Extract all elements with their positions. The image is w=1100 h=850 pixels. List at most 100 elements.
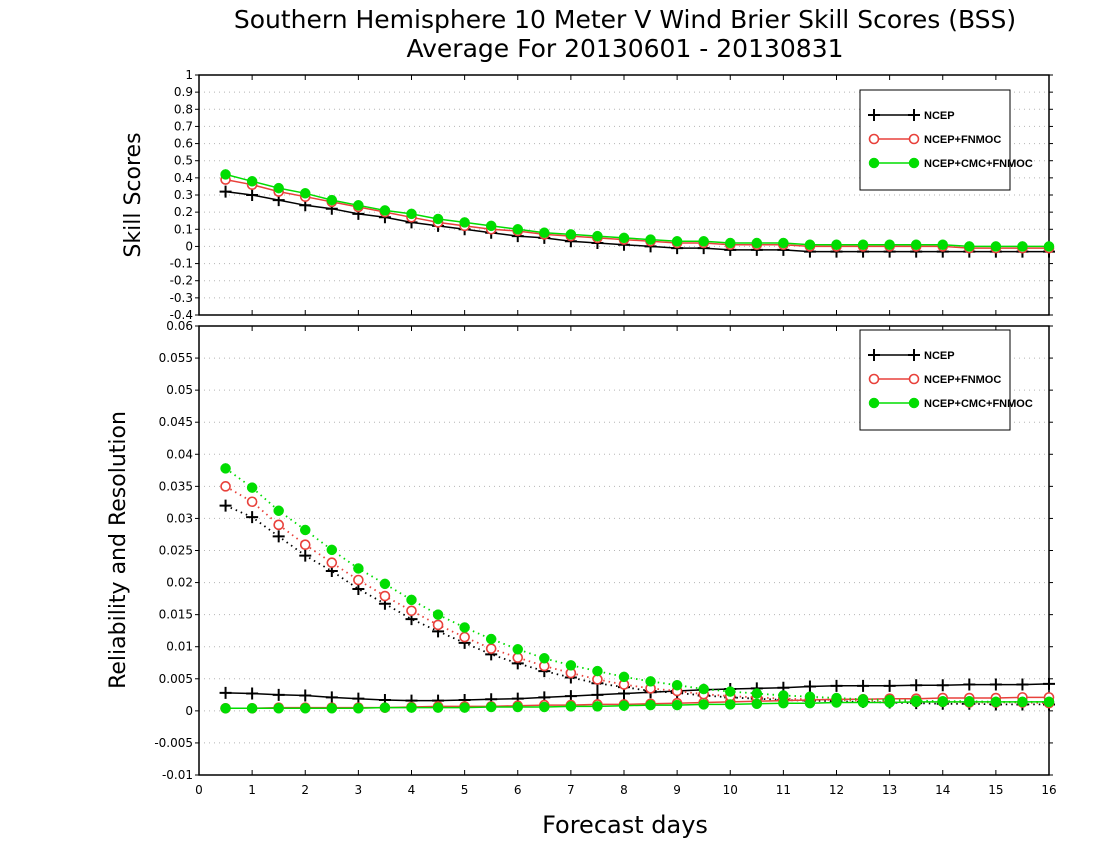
series-line — [225, 190, 1049, 253]
data-point-filled-circle — [565, 660, 577, 671]
data-point-filled-circle — [300, 188, 311, 199]
data-point-filled-circle — [671, 679, 683, 691]
x-tick-label: 13 — [882, 783, 897, 797]
y-tick-label: 0.5 — [174, 154, 193, 168]
y-tick-label: 0.9 — [174, 85, 193, 99]
series-ncep-cmc-fnmoc — [220, 169, 1055, 252]
data-point-filled-circle — [831, 692, 842, 704]
legend-item: NCEP+CMC+FNMOC — [868, 157, 1033, 170]
y-tick-label: 0.06 — [166, 319, 193, 333]
data-point-filled-circle — [406, 702, 417, 713]
series-line — [225, 504, 1049, 706]
data-point-filled-circle — [618, 671, 630, 683]
skill-scores-panel: -0.4 -0.3 -0.2 -0.1 0 0.1 0.2 0.3 0.4 0.5 0.6 0.7 0.… — [170, 68, 1055, 322]
data-point-filled-circle — [645, 234, 656, 245]
data-point-plus — [219, 185, 232, 198]
legend-label: NCEP+FNMOC — [924, 374, 1001, 386]
x-tick-label: 12 — [829, 783, 844, 797]
data-point-plus — [299, 549, 312, 562]
data-point-filled-circle — [910, 695, 922, 706]
data-point-filled-circle — [908, 157, 920, 169]
data-point-plus — [936, 679, 949, 692]
data-point-filled-circle — [246, 703, 258, 714]
data-point-filled-circle — [671, 236, 683, 247]
legend-box — [859, 329, 1011, 431]
legend-item: NCEP — [868, 109, 955, 122]
data-point-filled-circle — [406, 208, 417, 220]
data-point-filled-circle — [908, 397, 920, 409]
data-point-filled-circle — [868, 397, 880, 409]
legend-box — [859, 89, 1011, 191]
data-point-plus — [325, 691, 338, 704]
series-ncep-cmc-fnmoc-resolution — [220, 463, 1055, 708]
series-ncep-fnmoc-resolution — [220, 481, 1055, 709]
y-tick-label: -0.1 — [170, 257, 193, 271]
data-point-open-circle — [299, 539, 311, 551]
data-point-filled-circle — [300, 703, 311, 714]
data-point-filled-circle — [1017, 696, 1028, 708]
legend-label: NCEP+CMC+FNMOC — [924, 398, 1033, 410]
series-line — [225, 696, 1049, 710]
data-point-open-circle — [406, 605, 417, 617]
y-tick-label: 0.055 — [159, 351, 193, 365]
y-tick-label: 0.2 — [174, 205, 193, 219]
data-point-filled-circle — [273, 182, 284, 194]
legend-label: NCEP+CMC+FNMOC — [924, 158, 1033, 170]
data-point-plus — [1043, 677, 1055, 690]
data-point-filled-circle — [432, 213, 444, 225]
data-point-filled-circle — [592, 230, 603, 242]
y-tick-label: 0.035 — [159, 479, 193, 493]
data-point-plus — [989, 678, 1002, 691]
data-point-filled-circle — [273, 505, 284, 516]
data-point-filled-circle — [353, 200, 364, 211]
data-point-plus — [868, 349, 880, 361]
data-point-filled-circle — [432, 609, 444, 620]
data-point-filled-circle — [990, 241, 1002, 252]
data-point-filled-circle — [964, 695, 975, 707]
data-point-plus — [857, 679, 870, 692]
data-point-filled-circle — [725, 237, 736, 249]
data-point-plus — [591, 688, 604, 701]
data-point-filled-circle — [910, 239, 922, 250]
data-point-plus — [868, 109, 880, 121]
data-point-filled-circle — [485, 701, 497, 713]
data-point-filled-circle — [1043, 696, 1055, 708]
data-point-filled-circle — [459, 217, 470, 228]
data-point-filled-circle — [645, 676, 656, 687]
y-tick-label: 0.04 — [166, 447, 193, 461]
data-point-filled-circle — [618, 700, 630, 711]
data-point-filled-circle — [884, 694, 895, 706]
data-point-filled-circle — [592, 701, 603, 712]
data-point-open-circle — [868, 373, 880, 385]
data-point-filled-circle — [246, 482, 258, 493]
y-tick-label: 0.045 — [159, 415, 193, 429]
data-point-open-circle — [908, 373, 920, 385]
data-point-filled-circle — [868, 157, 880, 169]
data-point-filled-circle — [326, 703, 338, 714]
data-point-filled-circle — [353, 703, 364, 714]
data-point-filled-circle — [485, 220, 497, 232]
data-point-filled-circle — [459, 622, 470, 633]
data-point-filled-circle — [804, 691, 816, 702]
data-point-filled-circle — [804, 239, 816, 250]
data-point-filled-circle — [565, 701, 577, 712]
legend-label: NCEP — [924, 350, 955, 362]
y-tick-label: -0.3 — [170, 291, 193, 305]
data-point-filled-circle — [698, 236, 709, 247]
x-tick-label: 11 — [776, 783, 791, 797]
data-point-filled-circle — [485, 633, 497, 645]
data-point-open-circle — [353, 574, 364, 586]
data-point-filled-circle — [857, 239, 869, 250]
data-point-filled-circle — [512, 701, 523, 713]
data-point-open-circle — [379, 590, 391, 602]
legend-label: NCEP+FNMOC — [924, 134, 1001, 146]
data-point-filled-circle — [1017, 241, 1028, 252]
data-point-open-circle — [326, 557, 338, 568]
x-tick-label: 16 — [1041, 783, 1056, 797]
y-tick-label: 0.025 — [159, 544, 193, 558]
y-tick-label: 0.7 — [174, 119, 193, 133]
data-point-open-circle — [432, 619, 444, 631]
data-point-filled-circle — [778, 237, 789, 249]
data-point-filled-circle — [725, 686, 736, 697]
